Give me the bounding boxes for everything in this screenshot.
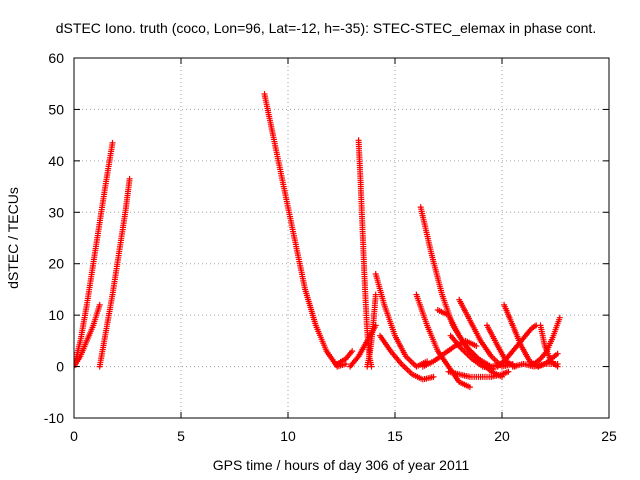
y-tick-label: 30 [48,204,64,220]
y-tick-label: 50 [48,101,64,117]
y-tick-label: -10 [44,410,64,426]
data-points [372,271,431,370]
data-points [334,348,356,367]
x-tick-label: 5 [177,428,185,444]
data-series [334,348,356,367]
data-points [447,332,497,373]
data-series [74,139,116,370]
x-tick-label: 15 [387,428,403,444]
data-points [445,368,512,380]
data-series [347,322,379,370]
data-points [494,322,540,370]
x-axis-label: GPS time / hours of day 306 of year 2011 [213,457,470,473]
y-axis-label: dSTEC / TECUs [5,187,21,289]
data-series [74,301,103,370]
y-tick-label: 60 [48,50,64,66]
data-points [96,175,133,370]
data-series [372,271,431,370]
data-marks [74,91,563,391]
chart-title: dSTEC Iono. truth (coco, Lon=96, Lat=-12… [56,20,596,36]
data-points [456,296,516,370]
data-points [74,139,116,370]
y-tick-label: 10 [48,307,64,323]
data-series [364,291,379,370]
x-tick-label: 10 [280,428,296,444]
x-tick-label: 20 [494,428,510,444]
data-series [261,91,349,370]
ticks: 0 5 10 15 20 25 -10 0 10 20 30 40 50 60 [44,50,617,444]
y-tick-label: 20 [48,256,64,272]
data-series [377,332,437,383]
data-series [447,332,497,373]
data-series [445,368,512,380]
data-points [535,350,561,370]
data-points [261,91,349,370]
data-points [347,322,379,370]
y-tick-label: 0 [56,359,64,375]
data-points [531,314,563,367]
plot-frame [73,57,610,419]
data-points [364,291,379,370]
data-points [377,332,437,383]
data-series [456,296,516,370]
x-tick-label: 0 [70,428,78,444]
data-series [96,175,133,370]
data-series [531,314,563,367]
data-points [74,301,103,370]
data-series [494,322,540,370]
y-tick-label: 40 [48,153,64,169]
data-series [535,350,561,370]
x-tick-label: 25 [601,428,617,444]
